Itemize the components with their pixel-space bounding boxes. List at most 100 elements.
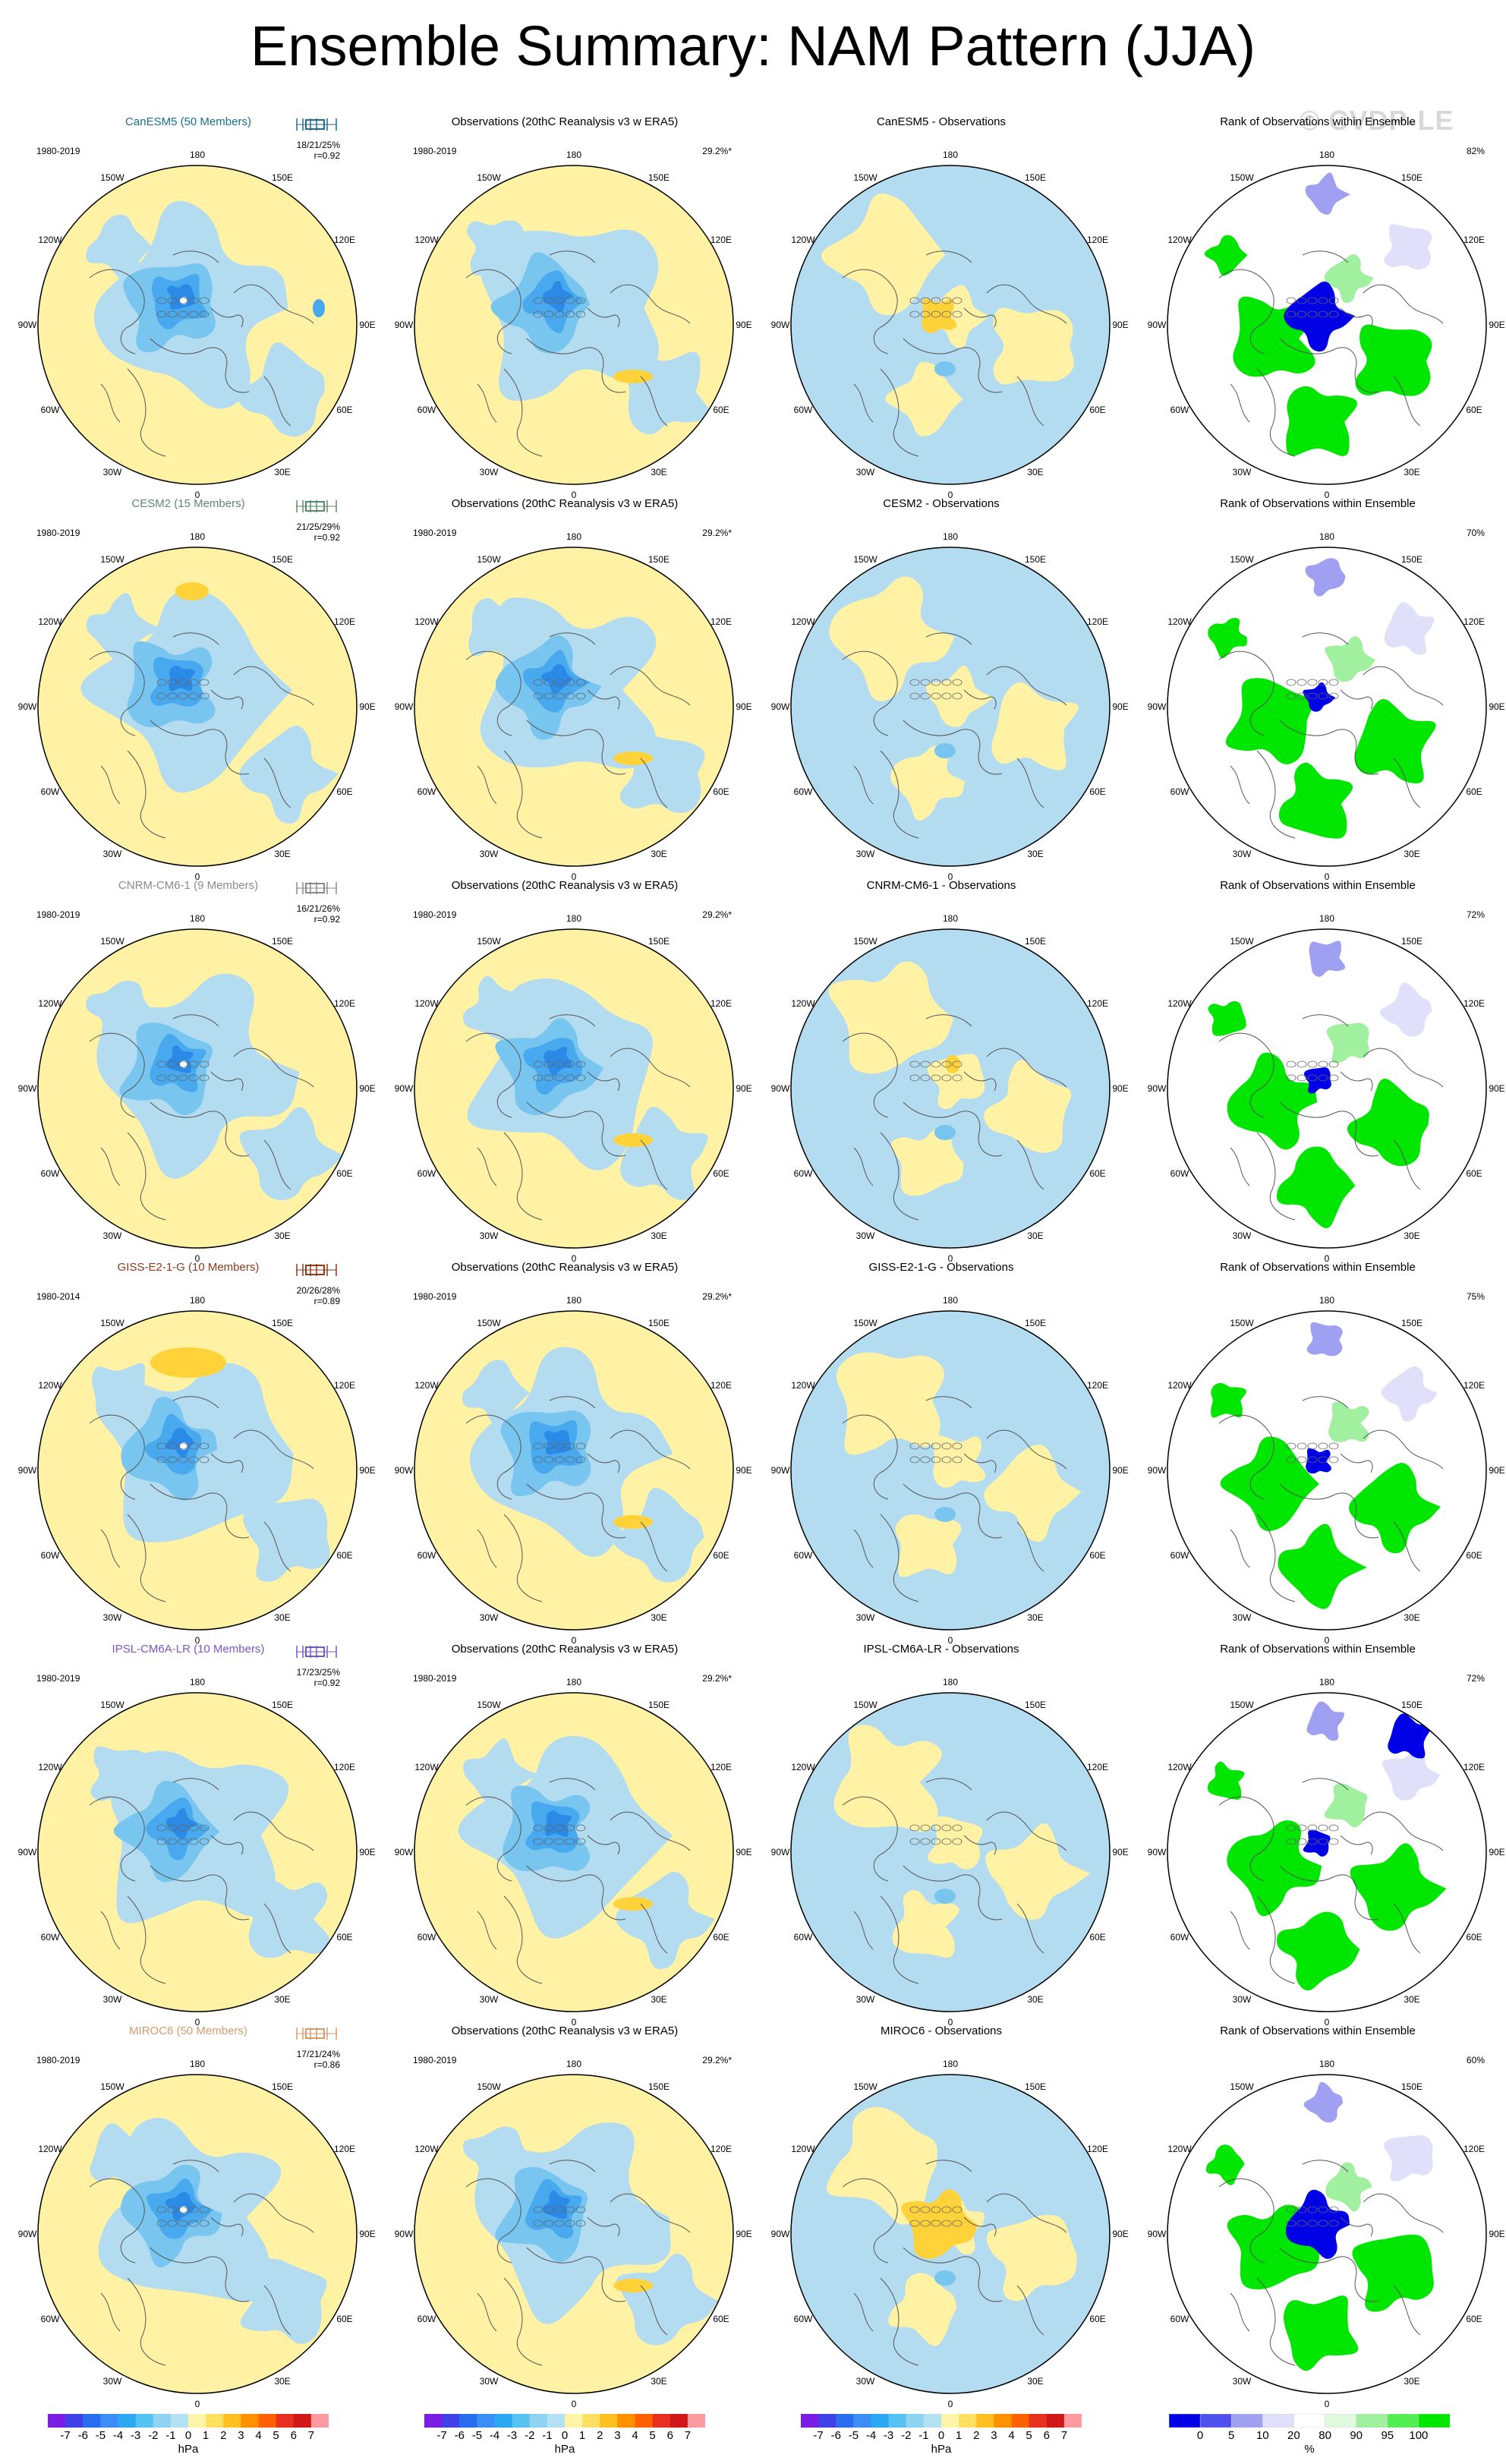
longitude-label: 90W [394, 1847, 414, 1857]
longitude-label: 90W [394, 2229, 414, 2239]
rank-panel-canesm5: Rank of Observations within Ensemble 82% 1… [1130, 96, 1506, 500]
longitude-label: 0 [1324, 1253, 1330, 1264]
longitude-label: 30W [102, 467, 122, 477]
spread-glyph [296, 118, 337, 131]
colorbar-swatch [1046, 2414, 1065, 2428]
longitude-label: 90E [1112, 320, 1129, 330]
longitude-label: 90E [1112, 2229, 1129, 2239]
colorbar-swatch [83, 2414, 101, 2428]
longitude-label: 30W [855, 2376, 875, 2387]
longitude-label: 30W [479, 1612, 499, 1623]
longitude-label: 90W [1147, 701, 1167, 712]
longitude-label: 120E [333, 1380, 356, 1391]
longitude-label: 180 [189, 1295, 206, 1306]
longitude-label: 180 [566, 150, 582, 160]
longitude-label: 90E [359, 320, 376, 330]
model-title: GISS-E2-1-G (10 Members) [117, 1261, 260, 1274]
colorbar-swatch [871, 2414, 890, 2428]
longitude-label: 90W [770, 1465, 790, 1476]
colorbar-swatch [600, 2414, 618, 2428]
longitude-label: 60E [1466, 2314, 1482, 2324]
obs-panel-miroc6: Observations (20thC Reanalysis v3 w ERA5… [376, 2005, 753, 2409]
longitude-label: 0 [571, 1253, 577, 1264]
variance-stats: 17/21/24% r=0.86 [297, 2049, 340, 2070]
longitude-label: 90W [17, 1847, 37, 1857]
longitude-label: 90E [736, 1847, 752, 1857]
obs-map [414, 547, 734, 867]
longitude-label: 60W [1170, 786, 1189, 797]
longitude-label: 0 [947, 1635, 953, 1646]
colorbar-tick-label: -4 [489, 2429, 500, 2442]
longitude-label: 180 [189, 1677, 206, 1687]
longitude-label: 90E [1112, 701, 1129, 712]
longitude-label: 150E [1400, 172, 1423, 183]
longitude-label: 0 [194, 1253, 200, 1264]
colorbar-tick-label: -3 [883, 2429, 894, 2442]
period-label: 1980-2019 [413, 1673, 457, 1684]
longitude-label: 150E [1024, 172, 1047, 183]
longitude-label: 90E [1489, 1083, 1505, 1094]
longitude-label: 30W [102, 1230, 122, 1241]
spread-glyph [296, 500, 337, 512]
colorbar-tick-label: 6 [666, 2429, 673, 2442]
longitude-label: 120W [414, 616, 439, 627]
longitude-label: 120E [1086, 616, 1109, 627]
colorbar-tick-label: -3 [506, 2429, 518, 2442]
period-label: 1980-2019 [36, 909, 80, 920]
longitude-label: 150W [853, 2081, 877, 2092]
obs-title: Observations (20thC Reanalysis v3 w ERA5… [451, 1643, 679, 1656]
longitude-label: 60W [793, 405, 813, 415]
model-map [37, 2074, 358, 2394]
rank-map [1167, 2074, 1487, 2394]
hpa-colorbar: -7 -6 -5 -4 -3 -2 -1 0 1 2 3 4 5 6 7 hPa [48, 2414, 329, 2459]
colorbar-swatch [836, 2414, 854, 2428]
colorbar-tick-label: 1 [202, 2429, 210, 2442]
longitude-label: 60W [793, 1932, 813, 1943]
colorbar-tick-label: 0 [561, 2429, 569, 2442]
spread-glyph [296, 882, 337, 894]
longitude-label: 180 [942, 150, 959, 160]
diff-panel-giss-e2-1-g: GISS-E2-1-G - Observations 180 150E 120E 90E… [753, 1241, 1130, 1646]
longitude-label: 120E [1463, 1380, 1486, 1391]
colorbar-tick-label: 10 [1256, 2429, 1269, 2442]
obs-variance-pct: 29.2%* [702, 909, 732, 920]
longitude-label: 120W [1167, 1380, 1192, 1391]
longitude-label: 60E [713, 1550, 729, 1561]
longitude-label: 90W [17, 1083, 37, 1094]
colorbar-swatch [477, 2414, 496, 2428]
longitude-label: 90E [359, 701, 376, 712]
colorbar-swatch [170, 2414, 189, 2428]
colorbar-tick-label: 1 [955, 2429, 963, 2442]
colorbar-swatch [1387, 2413, 1419, 2428]
longitude-label: 30E [274, 1994, 291, 2005]
longitude-label: 90E [359, 1465, 376, 1476]
longitude-label: 150E [271, 2081, 294, 2092]
model-panel-canesm5: CanESM5 (50 Members) 1980-2019 18/21/25% r=… [0, 96, 376, 500]
longitude-label: 0 [194, 871, 200, 882]
obs-map [414, 1692, 734, 2012]
model-panel-ipsl-cm6a-lr: IPSL-CM6A-LR (10 Members) 1980-2019 17/23/… [0, 1623, 376, 2028]
period-label: 1980-2019 [413, 2055, 457, 2065]
model-title: CanESM5 (50 Members) [125, 115, 251, 128]
longitude-label: 90E [736, 2229, 752, 2239]
longitude-label: 120W [791, 998, 815, 1009]
longitude-label: 180 [1319, 913, 1335, 924]
variance-stats: 18/21/25% r=0.92 [297, 140, 340, 161]
longitude-label: 30W [1232, 1994, 1252, 2005]
colorbar-tick-label: 5 [649, 2429, 656, 2442]
diff-map [790, 165, 1111, 485]
longitude-label: 60W [40, 1168, 60, 1179]
colorbar-tick-label: -7 [436, 2429, 447, 2442]
longitude-label: 60E [336, 1550, 353, 1561]
variance-stats: 20/26/28% r=0.89 [297, 1285, 340, 1306]
longitude-label: 30W [479, 849, 499, 859]
longitude-label: 90E [736, 1083, 752, 1094]
longitude-label: 30W [1232, 849, 1252, 859]
colorbar-tick-label: -4 [865, 2429, 877, 2442]
rank-pct: 82% [1466, 146, 1485, 156]
rank-pct: 60% [1466, 2055, 1485, 2065]
model-panel-miroc6: MIROC6 (50 Members) 1980-2019 17/21/24% r=0… [0, 2005, 376, 2409]
colorbar-swatch [582, 2414, 600, 2428]
longitude-label: 30W [855, 849, 875, 859]
longitude-label: 180 [566, 531, 582, 542]
